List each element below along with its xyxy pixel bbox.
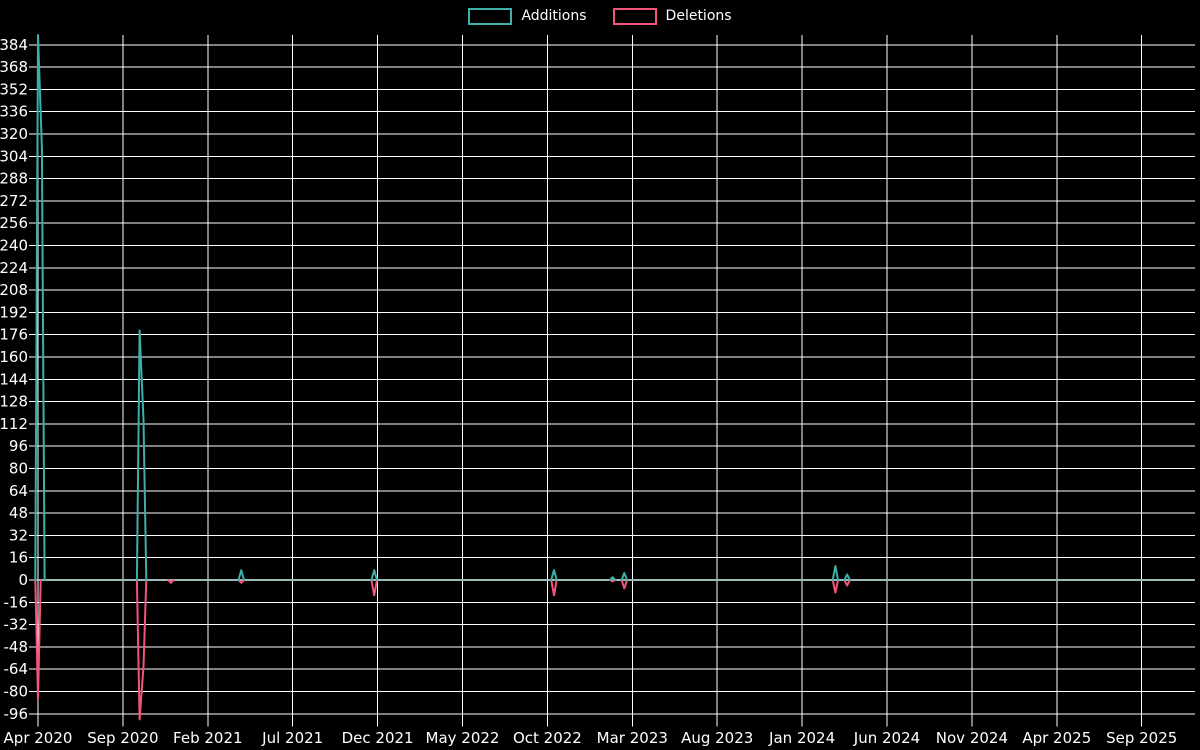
y-tick-label: 368 [0,58,28,76]
y-tick-label: 16 [9,549,28,567]
y-tick-label: 176 [0,326,28,344]
y-tick-label: 272 [0,192,28,210]
y-tick-label: 192 [0,303,28,321]
chart-legend: Additions Deletions [0,7,1200,25]
deletions-series-line [34,579,851,721]
legend-item-additions[interactable]: Additions [468,7,587,25]
x-tick-label: May 2022 [426,729,500,747]
y-tick-label: 320 [0,125,28,143]
x-tick-label: Jan 2024 [768,729,835,747]
x-tick-label: Sep 2025 [1106,729,1177,747]
x-tick-label: Jun 2024 [853,729,920,747]
y-tick-label: 0 [18,571,28,589]
y-tick-label: 160 [0,348,28,366]
y-tick-label: 64 [9,482,28,500]
y-tick-label: -80 [4,683,29,701]
y-tick-label: 288 [0,170,28,188]
y-tick-label: -96 [4,705,29,723]
x-tick-label: Nov 2024 [936,729,1008,747]
y-tick-label: -32 [4,616,29,634]
y-tick-label: 256 [0,214,28,232]
x-tick-label: Feb 2021 [173,729,243,747]
y-tick-label: 80 [9,460,28,478]
y-tick-label: 48 [9,504,28,522]
y-tick-label: 144 [0,370,28,388]
y-tick-label: 208 [0,281,28,299]
legend-item-deletions[interactable]: Deletions [612,7,732,25]
y-tick-label: 336 [0,103,28,121]
x-tick-label: Jul 2021 [261,729,323,747]
y-tick-label: 304 [0,147,28,165]
y-tick-label: 96 [9,437,28,455]
y-tick-label: 32 [9,526,28,544]
additions-series-line [34,34,851,581]
x-tick-label: Dec 2021 [342,729,414,747]
x-tick-label: Aug 2023 [681,729,753,747]
x-tick-label: Oct 2022 [513,729,582,747]
deletions-swatch-icon [612,7,657,25]
y-tick-label: 384 [0,36,28,54]
deletions-legend-label: Deletions [665,8,732,24]
x-tick-label: Mar 2023 [597,729,668,747]
x-tick-label: Sep 2020 [87,729,158,747]
y-tick-label: 112 [0,415,28,433]
y-tick-label: 224 [0,259,28,277]
y-tick-label: -16 [4,593,29,611]
x-tick-label: Apr 2020 [4,729,73,747]
additions-swatch-icon [468,7,513,25]
y-tick-label: 352 [0,80,28,98]
x-tick-label: Apr 2025 [1022,729,1091,747]
y-tick-label: 240 [0,237,28,255]
y-tick-label: -48 [4,638,29,656]
y-tick-label: -64 [4,660,29,678]
additions-legend-label: Additions [521,8,587,24]
y-tick-label: 128 [0,393,28,411]
